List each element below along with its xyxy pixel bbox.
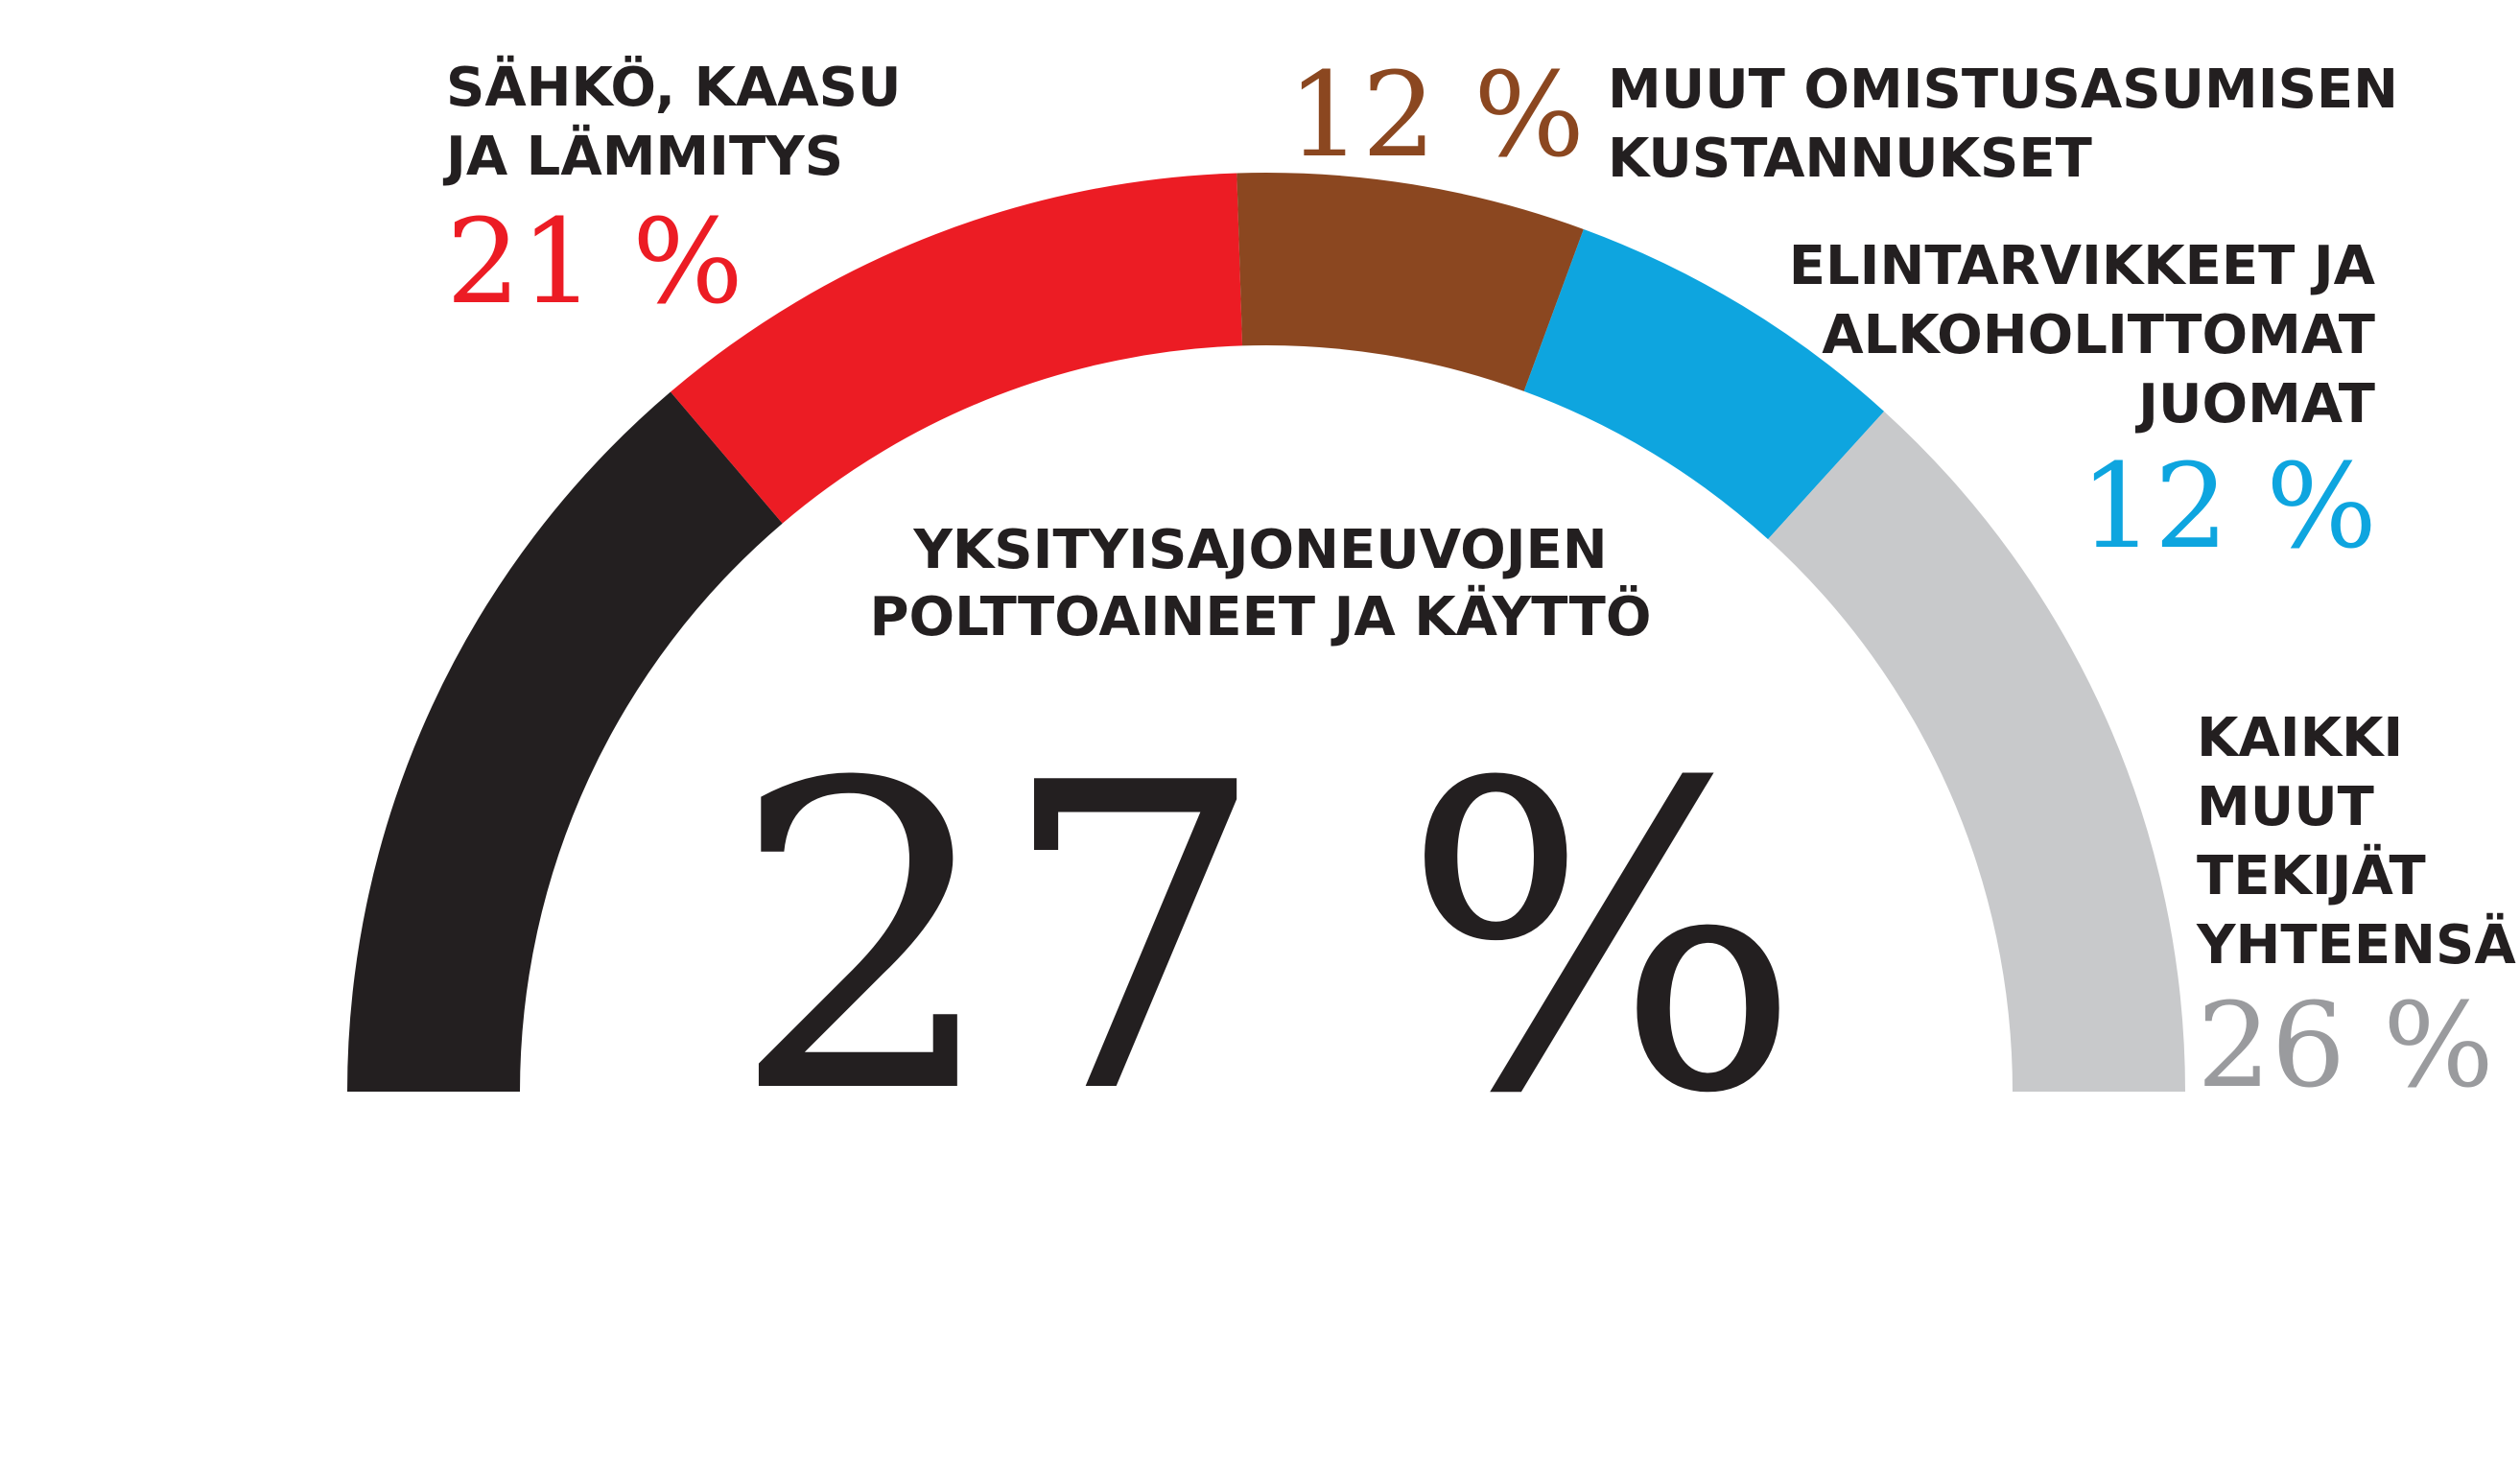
slice-label-other-line-1: KAIKKI [2197, 707, 2403, 769]
slice-label-food-line-1: ELINTARVIKKEET JA [1789, 235, 2376, 297]
slice-label-electricity-line-2: JA LÄMMITYS [442, 126, 843, 188]
label-group-food: ELINTARVIKKEET JA ALKOHOLITTOMAT JUOMAT … [1789, 235, 2377, 575]
arc-segment-housing [1236, 173, 1584, 391]
slice-value-electricity: 21 % [446, 194, 743, 330]
slice-label-housing-line-1: MUUT OMISTUSASUMISEN [1608, 59, 2398, 121]
slice-label-food-line-3: JUOMAT [2134, 373, 2375, 436]
arc-segment-fuel [347, 391, 783, 1092]
slice-label-other-line-3: TEKIJÄT [2197, 845, 2426, 907]
slice-label-fuel-line-2: POLTTOAINEET JA KÄYTTÖ [870, 586, 1652, 648]
slice-label-electricity-line-1: SÄHKÖ, KAASU [446, 57, 901, 119]
arc-segment-other [1768, 411, 2185, 1092]
label-group-fuel: YKSITYISAJONEUVOJEN POLTTOAINEET JA KÄYT… [730, 519, 1802, 1186]
slice-label-other-line-4: YHTEENSÄ [2196, 914, 2516, 977]
label-group-housing: 12 % MUUT OMISTUSASUMISEN KUSTANNUKSET [1287, 47, 2398, 190]
slice-value-food: 12 % [2080, 438, 2377, 575]
arc-segments [347, 173, 2185, 1092]
slice-value-housing: 12 % [1287, 47, 1585, 183]
slice-label-food-line-2: ALKOHOLITTOMAT [1822, 304, 2375, 366]
arc-segment-food [1523, 228, 1885, 540]
label-group-electricity: SÄHKÖ, KAASU JA LÄMMITYS 21 % [442, 57, 901, 330]
slice-label-fuel-line-1: YKSITYISAJONEUVOJEN [912, 519, 1607, 581]
arc-segment-electricity [670, 173, 1243, 524]
slice-label-housing-line-2: KUSTANNUKSET [1608, 128, 2092, 190]
slice-value-other: 26 % [2197, 977, 2494, 1114]
slice-label-other-line-2: MUUT [2197, 776, 2374, 838]
label-group-other: KAIKKI MUUT TEKIJÄT YHTEENSÄ 26 % [2196, 707, 2516, 1114]
slice-value-fuel: 27 % [730, 695, 1802, 1186]
